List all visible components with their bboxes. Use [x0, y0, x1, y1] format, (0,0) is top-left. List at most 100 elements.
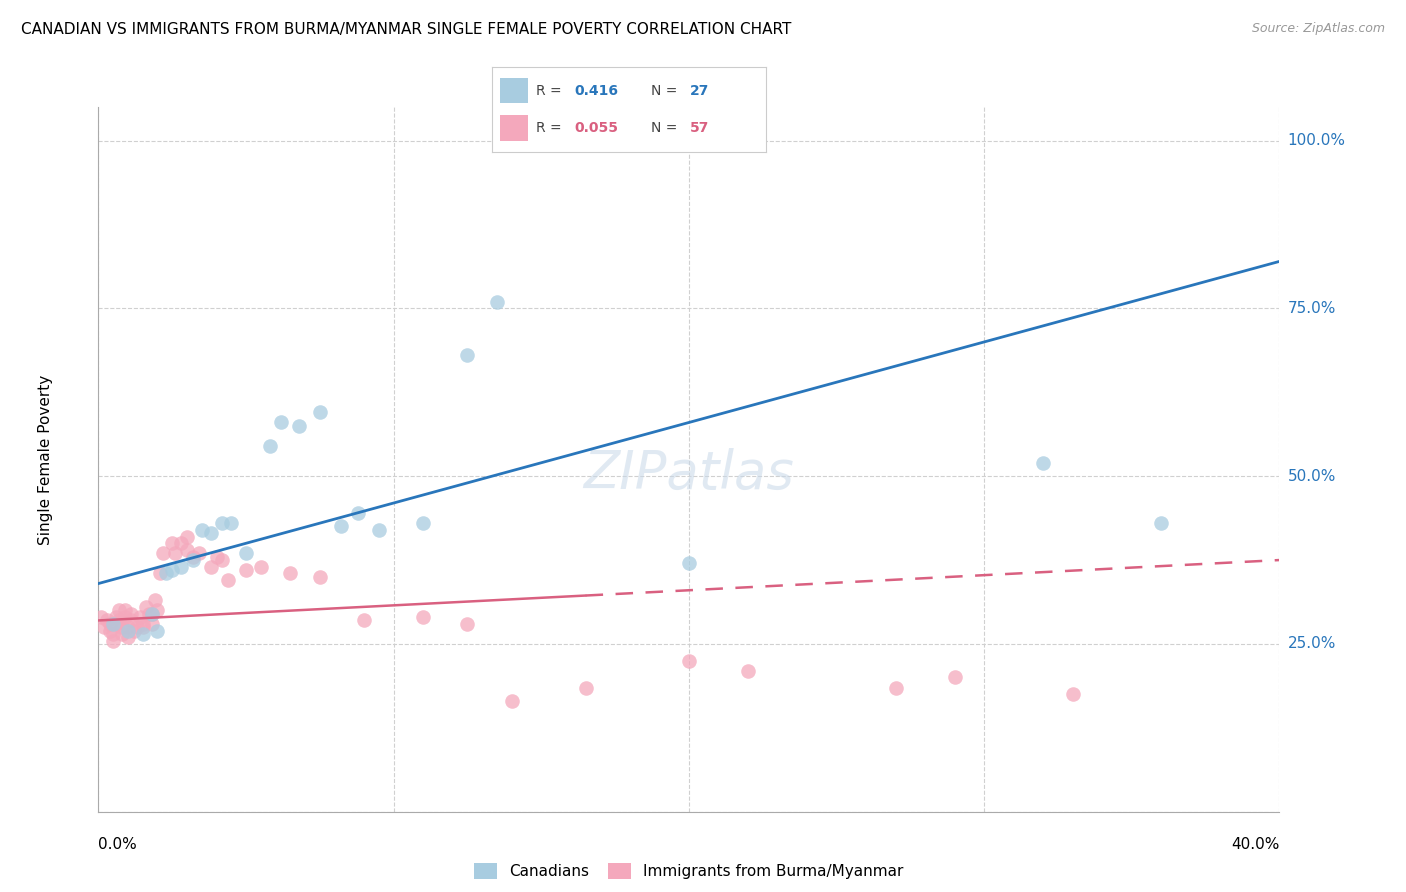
Point [211, 516, 233, 530]
Point [143, 593, 166, 607]
Point [187, 546, 209, 560]
Point [117, 630, 139, 644]
Bar [501, 115, 527, 141]
Point [128, 610, 150, 624]
Text: 40.0%: 40.0% [1232, 837, 1279, 852]
Point [117, 624, 139, 638]
Point [93, 620, 115, 634]
Point [737, 664, 759, 678]
Point [120, 614, 142, 628]
Point [114, 610, 136, 624]
Point [259, 439, 281, 453]
Text: 0.416: 0.416 [574, 84, 619, 97]
Text: 75.0%: 75.0% [1288, 301, 1336, 316]
Point [181, 549, 204, 564]
Point [111, 620, 134, 634]
Point [456, 616, 478, 631]
Point [200, 526, 222, 541]
Point [884, 681, 907, 695]
Point [270, 416, 292, 430]
Point [250, 559, 273, 574]
Point [353, 614, 375, 628]
Point [176, 543, 198, 558]
Point [146, 603, 169, 617]
Point [678, 557, 700, 571]
Point [501, 694, 523, 708]
Point [141, 607, 163, 621]
Text: 25.0%: 25.0% [1288, 636, 1336, 651]
Point [170, 536, 193, 550]
Point [412, 516, 434, 530]
Point [141, 607, 163, 621]
Point [278, 566, 302, 581]
Point [191, 523, 214, 537]
Point [114, 603, 136, 617]
Point [108, 614, 131, 628]
Text: 100.0%: 100.0% [1288, 133, 1346, 148]
Point [368, 523, 391, 537]
Point [219, 516, 242, 530]
Text: 27: 27 [689, 84, 709, 97]
Point [120, 607, 142, 621]
Point [135, 600, 157, 615]
Point [125, 620, 148, 634]
Point [574, 681, 596, 695]
Text: N =: N = [651, 121, 682, 135]
Point [162, 563, 183, 577]
Point [103, 633, 125, 648]
Point [309, 405, 332, 419]
Text: Single Female Poverty: Single Female Poverty [38, 375, 53, 544]
Point [98, 616, 121, 631]
Point [103, 616, 125, 631]
Point [90, 610, 112, 624]
Text: ZIPatlas: ZIPatlas [583, 448, 794, 500]
Point [235, 563, 257, 577]
Point [211, 553, 233, 567]
Point [456, 348, 478, 362]
Point [235, 546, 257, 560]
Point [132, 616, 155, 631]
Point [347, 506, 370, 520]
Point [1150, 516, 1173, 530]
Point [412, 610, 434, 624]
Text: R =: R = [536, 121, 567, 135]
Point [943, 671, 966, 685]
Point [146, 624, 169, 638]
Text: 0.0%: 0.0% [98, 837, 138, 852]
Point [132, 620, 155, 634]
Point [117, 620, 139, 634]
Point [155, 566, 177, 581]
Point [165, 546, 187, 560]
Text: 50.0%: 50.0% [1288, 468, 1336, 483]
Point [149, 566, 172, 581]
Point [105, 616, 128, 631]
Point [98, 624, 121, 638]
Text: R =: R = [536, 84, 567, 97]
Point [200, 559, 222, 574]
Point [217, 573, 239, 587]
Text: 57: 57 [689, 121, 709, 135]
Point [678, 654, 700, 668]
Point [170, 559, 193, 574]
Text: Source: ZipAtlas.com: Source: ZipAtlas.com [1251, 22, 1385, 36]
Point [181, 553, 204, 567]
Point [103, 627, 125, 641]
Point [138, 607, 160, 621]
Point [309, 570, 332, 584]
Point [162, 536, 183, 550]
Point [108, 603, 131, 617]
Text: N =: N = [651, 84, 682, 97]
Point [1032, 456, 1054, 470]
Legend: Canadians, Immigrants from Burma/Myanmar: Canadians, Immigrants from Burma/Myanmar [468, 857, 910, 885]
Point [111, 627, 134, 641]
Point [122, 624, 145, 638]
Bar [501, 78, 527, 103]
Point [96, 614, 118, 628]
Text: CANADIAN VS IMMIGRANTS FROM BURMA/MYANMAR SINGLE FEMALE POVERTY CORRELATION CHAR: CANADIAN VS IMMIGRANTS FROM BURMA/MYANMA… [21, 22, 792, 37]
Text: 0.055: 0.055 [574, 121, 619, 135]
Point [141, 616, 163, 631]
Point [1062, 687, 1084, 701]
Point [329, 519, 352, 533]
Point [205, 549, 228, 564]
Point [132, 627, 155, 641]
